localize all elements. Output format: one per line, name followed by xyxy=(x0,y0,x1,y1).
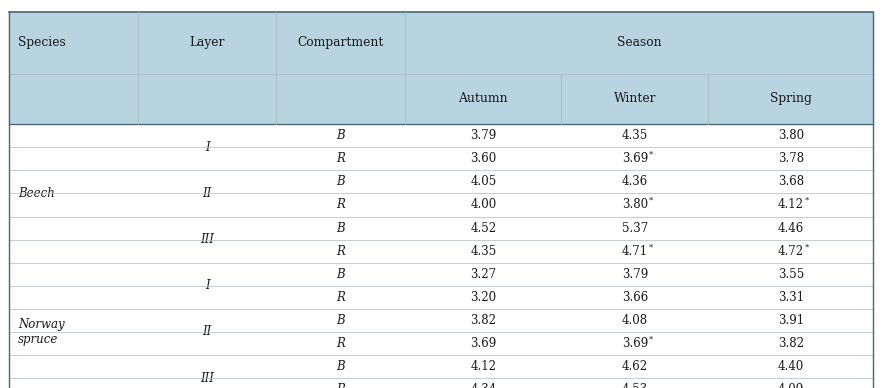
Text: Autumn: Autumn xyxy=(459,92,508,106)
Text: 3.80: 3.80 xyxy=(778,129,804,142)
Text: Layer: Layer xyxy=(190,36,225,49)
Text: 4.53: 4.53 xyxy=(622,383,648,388)
Bar xyxy=(9,217,873,240)
Text: B: B xyxy=(337,129,345,142)
Text: 4.05: 4.05 xyxy=(470,175,496,189)
Bar xyxy=(9,12,873,124)
Text: Beech: Beech xyxy=(18,187,54,200)
Text: R: R xyxy=(337,337,345,350)
Text: *: * xyxy=(650,243,653,251)
Text: III: III xyxy=(200,233,214,246)
Text: R: R xyxy=(337,198,345,211)
Text: *: * xyxy=(650,336,653,344)
Text: 3.80: 3.80 xyxy=(622,198,648,211)
Text: *: * xyxy=(805,197,809,205)
Text: B: B xyxy=(337,314,345,327)
Text: Norway
spruce: Norway spruce xyxy=(18,318,64,346)
Text: 4.12: 4.12 xyxy=(470,360,496,373)
Text: Compartment: Compartment xyxy=(298,36,384,49)
Text: *: * xyxy=(805,243,809,251)
Text: 5.37: 5.37 xyxy=(622,222,648,235)
Text: R: R xyxy=(337,244,345,258)
Text: 3.60: 3.60 xyxy=(470,152,496,165)
Text: 4.35: 4.35 xyxy=(470,244,496,258)
Bar xyxy=(9,332,873,355)
Text: R: R xyxy=(337,383,345,388)
Text: R: R xyxy=(337,291,345,304)
Bar xyxy=(9,240,873,263)
Text: III: III xyxy=(200,372,214,385)
Bar xyxy=(9,309,873,332)
Text: 3.78: 3.78 xyxy=(778,152,804,165)
Text: R: R xyxy=(337,152,345,165)
Text: 4.62: 4.62 xyxy=(622,360,648,373)
Text: 4.46: 4.46 xyxy=(778,222,804,235)
Text: I: I xyxy=(205,279,209,292)
Text: 3.82: 3.82 xyxy=(778,337,804,350)
Text: 4.52: 4.52 xyxy=(470,222,496,235)
Text: I: I xyxy=(205,141,209,154)
Text: 3.20: 3.20 xyxy=(470,291,496,304)
Text: 3.31: 3.31 xyxy=(778,291,804,304)
Text: 3.68: 3.68 xyxy=(778,175,804,189)
Text: B: B xyxy=(337,175,345,189)
Text: 4.34: 4.34 xyxy=(470,383,496,388)
Text: 4.12: 4.12 xyxy=(778,198,804,211)
Text: 4.09: 4.09 xyxy=(778,383,804,388)
Text: 4.08: 4.08 xyxy=(622,314,648,327)
Text: 4.36: 4.36 xyxy=(622,175,648,189)
Text: II: II xyxy=(202,326,212,338)
Bar xyxy=(9,263,873,286)
Text: 3.27: 3.27 xyxy=(470,268,496,281)
Text: 3.69: 3.69 xyxy=(622,337,648,350)
Text: Spring: Spring xyxy=(770,92,812,106)
Text: 3.82: 3.82 xyxy=(470,314,496,327)
Bar xyxy=(9,378,873,388)
Text: 3.79: 3.79 xyxy=(622,268,648,281)
Text: 3.55: 3.55 xyxy=(778,268,804,281)
Bar xyxy=(9,147,873,170)
Bar xyxy=(9,170,873,194)
Text: 4.71: 4.71 xyxy=(622,244,648,258)
Text: 4.35: 4.35 xyxy=(622,129,648,142)
Text: Winter: Winter xyxy=(614,92,656,106)
Text: 3.79: 3.79 xyxy=(470,129,496,142)
Text: 4.00: 4.00 xyxy=(470,198,496,211)
Text: 4.40: 4.40 xyxy=(778,360,804,373)
Text: *: * xyxy=(650,151,653,159)
Bar xyxy=(9,286,873,309)
Text: 3.91: 3.91 xyxy=(778,314,804,327)
Bar xyxy=(9,194,873,217)
Text: II: II xyxy=(202,187,212,200)
Text: 3.66: 3.66 xyxy=(622,291,648,304)
Text: Season: Season xyxy=(617,36,662,49)
Text: Species: Species xyxy=(18,36,66,49)
Text: 3.69: 3.69 xyxy=(470,337,496,350)
Text: B: B xyxy=(337,268,345,281)
Text: *: * xyxy=(650,197,653,205)
Bar xyxy=(9,355,873,378)
Text: 4.72: 4.72 xyxy=(778,244,804,258)
Text: B: B xyxy=(337,222,345,235)
Bar xyxy=(9,124,873,147)
Text: B: B xyxy=(337,360,345,373)
Text: 3.69: 3.69 xyxy=(622,152,648,165)
